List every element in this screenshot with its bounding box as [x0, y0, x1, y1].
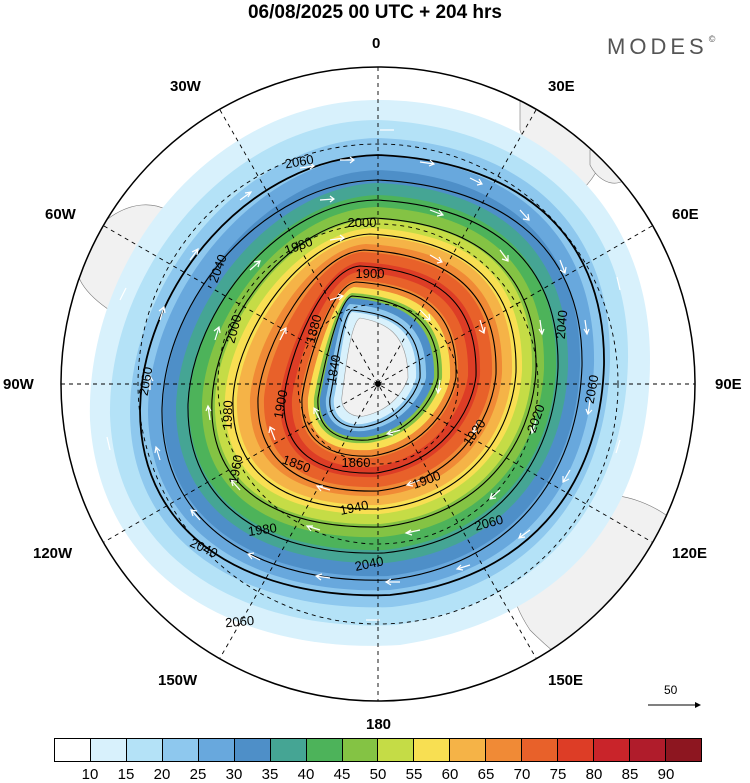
lon-label-120w: 120W [33, 545, 73, 562]
legend-swatch [55, 739, 91, 761]
legend-swatch [162, 739, 199, 761]
legend-tick-label: 85 [621, 766, 639, 783]
vector-scale-label: 50 [664, 683, 678, 697]
legend-swatch [486, 739, 523, 761]
lon-label-30w: 30W [170, 78, 201, 95]
contour-label: 2000 [223, 313, 245, 345]
legend-swatch [306, 739, 343, 761]
contour-label: 1980 [220, 400, 236, 429]
contour-label: 1980 [247, 520, 278, 539]
legend-swatch [414, 739, 451, 761]
contour-label: 2060 [473, 512, 505, 534]
south-pole-marker [375, 381, 381, 387]
legend-swatch [378, 739, 415, 761]
legend-tick-label: 90 [657, 766, 675, 783]
legend-tick-label: 80 [585, 766, 603, 783]
legend-tick-label: 25 [189, 766, 207, 783]
lon-label-90e: 90E [715, 376, 742, 393]
color-legend [54, 738, 702, 762]
contour-label: 1840 [324, 354, 344, 385]
lon-label-0: 0 [372, 35, 381, 52]
legend-swatch [594, 739, 630, 761]
contour-label: 1900 [271, 389, 291, 420]
legend-tick-label: 20 [153, 766, 171, 783]
legend-tick-label: 30 [225, 766, 243, 783]
legend-swatch [665, 739, 701, 761]
wind-vectors [106, 129, 621, 621]
contour-label: 2040 [553, 310, 570, 340]
legend-swatch [90, 739, 127, 761]
legend-swatch [198, 739, 235, 761]
legend-tick-label: 35 [261, 766, 279, 783]
legend-tick-label: 45 [333, 766, 351, 783]
legend-swatch [270, 739, 307, 761]
lon-label-150w: 150W [158, 672, 198, 689]
legend-swatch [342, 739, 379, 761]
lon-label-30e: 30E [548, 78, 575, 95]
contour-label: 2060 [225, 613, 255, 630]
contour-label: 1880 [303, 313, 325, 345]
modes-logo: MODES© [607, 34, 716, 59]
contour-label: 1940 [338, 497, 369, 518]
contour-label: 2060 [136, 366, 156, 397]
lon-label-60w: 60W [45, 206, 76, 223]
legend-swatch [234, 739, 271, 761]
map-title: 06/08/2025 00 UTC + 204 hrs [247, 2, 503, 23]
legend-tick-label: 70 [513, 766, 531, 783]
legend-tick-label: 40 [297, 766, 315, 783]
legend-swatch [522, 739, 559, 761]
legend-tick-label: 50 [369, 766, 387, 783]
legend-tick-label: 75 [549, 766, 567, 783]
legend-swatch [558, 739, 595, 761]
legend-tick-label: 65 [477, 766, 495, 783]
legend-tick-label: 55 [405, 766, 423, 783]
contour-label: 1860 [342, 455, 371, 470]
legend-tick-label: 15 [117, 766, 135, 783]
legend-tick-label: 60 [441, 766, 459, 783]
lon-label-180: 180 [366, 716, 392, 733]
contour-label: 2000 [348, 215, 377, 230]
contour-label: 2060 [284, 152, 315, 172]
lon-label-90w: 90W [3, 376, 34, 393]
legend-swatch [450, 739, 487, 761]
legend-swatch [630, 739, 666, 761]
lon-label-150e: 150E [548, 672, 584, 689]
legend-tick-label: 10 [81, 766, 99, 783]
graticule [61, 67, 695, 701]
lon-label-120e: 120E [672, 545, 708, 562]
lon-label-60e: 60E [672, 206, 699, 223]
legend-swatch [126, 739, 163, 761]
map-boundary [60, 66, 696, 702]
contour-label: 2060 [582, 374, 602, 405]
contour-label: 1900 [356, 266, 385, 281]
contour-label: 1960 [226, 454, 246, 485]
contour-label: 2040 [353, 553, 384, 574]
